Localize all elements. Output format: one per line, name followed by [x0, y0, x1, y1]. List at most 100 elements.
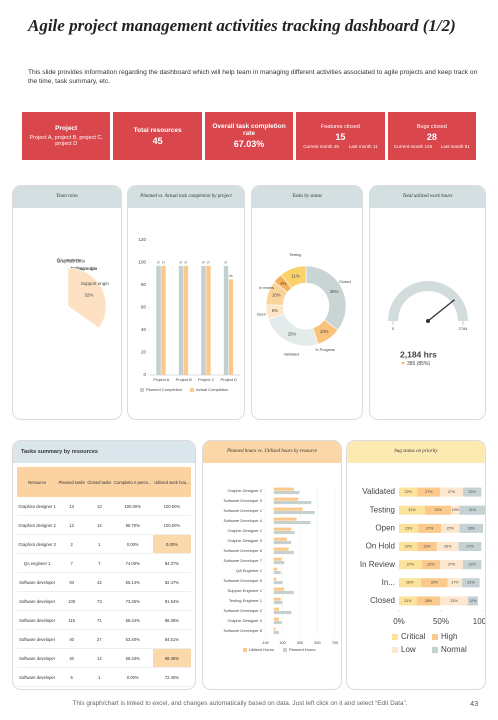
legend-label: Critical	[401, 632, 426, 641]
table-cell: 14	[86, 648, 113, 668]
table-cell: 0.00%	[112, 667, 153, 687]
y-tick-label: Software Developer 8	[224, 628, 263, 633]
legend-swatch	[392, 647, 398, 653]
bar	[273, 547, 289, 551]
category-label: Validated	[284, 352, 300, 356]
bar	[223, 265, 229, 375]
data-label: 31%	[408, 508, 416, 512]
bar	[161, 265, 166, 375]
kpi-value: 45	[152, 135, 163, 146]
table-cell: 71	[86, 610, 113, 630]
y-tick-label: Graphic Designer 2	[228, 488, 263, 493]
bar-segment	[399, 487, 418, 497]
chart: 20%Software dev11%Graphics Desi20%Testin…	[57, 257, 109, 329]
bar-segment	[440, 560, 463, 570]
bar	[273, 611, 292, 615]
kpi-value: 28	[426, 131, 437, 142]
kpi-bar: Project Project A, project B, project C, …	[22, 112, 477, 160]
x-tick-label: 50%	[433, 617, 449, 626]
data-label: 12%	[469, 599, 477, 603]
y-tick-label: In Review	[360, 560, 395, 569]
data-label: 97	[179, 261, 183, 265]
bar	[273, 531, 295, 535]
table-row: QA engineer 1 7 7 74.00% 84.37%	[17, 553, 191, 573]
bar	[273, 617, 279, 621]
table-cell: 7	[86, 553, 113, 573]
panel-title: Planned hours vs. Utilized hours by reso…	[203, 441, 341, 463]
chart: 0 2784 2,184 hrs 385 (85%)	[388, 281, 468, 367]
y-tick-label: Software Developer 5	[224, 578, 263, 583]
data-label: 31%	[469, 508, 477, 512]
bar-segment	[447, 578, 462, 588]
x-tick-label: 300	[297, 641, 303, 645]
data-label: 97	[224, 261, 228, 265]
kpi-value: Project A, project B, project C, project…	[29, 135, 103, 147]
bar-segment	[421, 560, 441, 570]
y-tick-label: Software Developer 1	[224, 508, 263, 513]
table-cell: 84.51%	[152, 629, 191, 649]
table-cell: Graphics designer 2	[17, 515, 58, 535]
bar	[273, 551, 294, 555]
x-tick-label: 700	[332, 641, 338, 645]
kpi: Total resources 45	[113, 112, 202, 160]
data-label: 28%	[425, 599, 433, 603]
down-arrow	[401, 362, 405, 365]
data-label: 17%	[451, 581, 459, 585]
table-row: Software developer 40 14 66.33% 68.45%	[17, 648, 191, 668]
data-label: 27%	[466, 544, 474, 548]
table-cell: 0.00%	[112, 534, 153, 554]
column-header: Utilized work hou...	[152, 467, 191, 497]
y-tick-label: Testing Engineer 1	[229, 598, 263, 603]
bar	[273, 597, 281, 601]
data-label: 23%	[424, 544, 432, 548]
bar	[273, 521, 311, 525]
table-cell: 2	[57, 534, 87, 554]
table-cell: 86.35%	[152, 610, 191, 630]
x-tick-label: 500	[314, 641, 320, 645]
table-cell: 13	[86, 497, 113, 516]
table-cell: 68.45%	[152, 648, 191, 668]
y-tick-label: 60	[141, 305, 147, 310]
gauge-note: 385 (85%)	[407, 361, 430, 367]
category-label: Software dev	[71, 266, 98, 271]
gauge-value: 2,184 hrs	[400, 349, 437, 359]
bar	[273, 487, 294, 491]
bar	[273, 537, 287, 541]
bar	[206, 265, 211, 375]
table-row: Software developer 40 27 53.40% 84.51%	[17, 629, 191, 649]
donut-segment	[305, 265, 347, 331]
y-tick-label: Testing	[370, 505, 395, 514]
table-cell: 100.00%	[152, 497, 191, 516]
y-tick-label: Graphic Designer 1	[228, 528, 263, 533]
kpi: Overall task completion rate 67.03%	[204, 112, 294, 160]
bar-segment	[399, 505, 426, 515]
table-cell: 40	[57, 629, 87, 649]
column-header: Closed tasks	[86, 467, 113, 497]
legend-swatch	[243, 648, 247, 652]
table-cell: Software developer	[17, 591, 58, 611]
kpi-label: Bugs closed	[416, 123, 447, 130]
table-cell: 73	[86, 591, 113, 611]
bar-segment	[462, 578, 480, 588]
table-cell: 90.00%	[152, 686, 191, 689]
table-cell: 0.00%	[152, 534, 191, 554]
donut-segment	[280, 265, 307, 289]
bar-segment	[459, 523, 483, 533]
needle-hub	[426, 319, 430, 323]
bar-segment	[399, 596, 417, 606]
bar-segment	[462, 487, 482, 497]
segment-label: 4%	[280, 281, 286, 286]
bar	[273, 511, 315, 515]
bar-segment	[420, 578, 448, 588]
y-tick-label: Open	[375, 523, 395, 532]
data-label: 27%	[426, 526, 434, 530]
y-tick-label: QA Engineer 1	[236, 568, 263, 573]
bar-segment	[451, 505, 460, 515]
legend-swatch	[392, 634, 398, 640]
x-tick-label: Project D	[221, 377, 238, 382]
table-row: Software developer 5 1 0.00% 72.40%	[17, 667, 191, 687]
table-cell: 15	[57, 686, 87, 689]
chart: 0% 50% 100% Validated 22% 27% 27% 22% Testing 31%…	[360, 487, 485, 654]
kpi-last: Last month 91	[440, 143, 470, 149]
table-cell: 7	[57, 553, 87, 573]
